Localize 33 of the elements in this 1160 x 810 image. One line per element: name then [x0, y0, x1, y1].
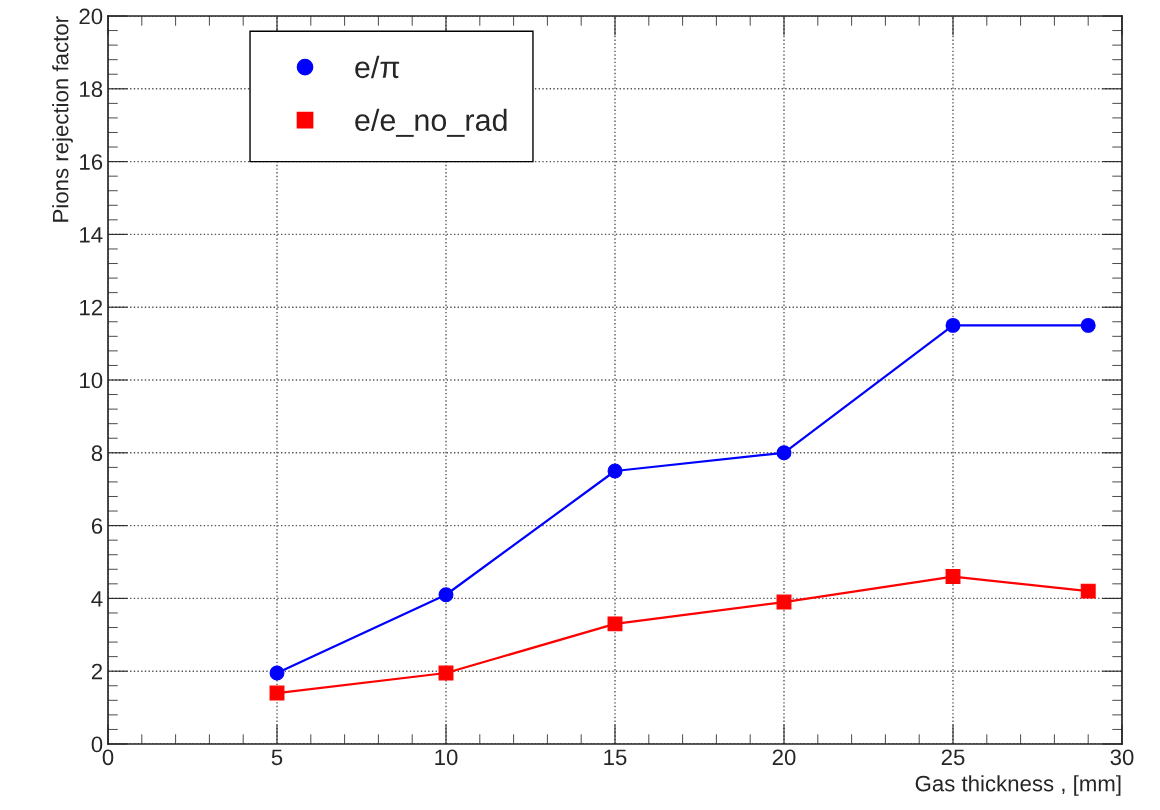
y-tick-label: 20	[79, 8, 103, 25]
x-tick-label: 20	[772, 749, 796, 766]
point	[1080, 317, 1096, 333]
y-tick-label: 16	[80, 154, 103, 170]
point	[438, 587, 454, 603]
legend-label: e/π	[355, 55, 400, 79]
y-tick-label: 12	[80, 299, 103, 316]
y-tick-label: 8	[91, 445, 103, 462]
x-tick-label: 30	[1110, 749, 1134, 766]
point	[269, 665, 285, 681]
y-tick-label: 4	[91, 591, 103, 607]
y-tick-label: 0	[91, 736, 103, 753]
x-tick-label: 5	[271, 749, 283, 766]
y-tick-label: 10	[80, 372, 103, 389]
y-axis-title: Pions rejection factor	[52, 16, 73, 222]
x-tick-label: 10	[435, 749, 458, 766]
y-tick-label: 18	[80, 81, 103, 98]
point	[945, 569, 961, 585]
y-tick-label: 6	[91, 518, 103, 534]
x-tick-label: 0	[102, 749, 114, 766]
point	[269, 685, 285, 701]
point	[945, 317, 961, 333]
y-tick-label: 2	[91, 663, 103, 680]
legend-label: e/e_no_rad	[355, 108, 507, 137]
x-tick-label: 25	[941, 749, 965, 766]
x-axis-title: Gas thickness , [mm]	[915, 775, 1121, 796]
point	[1080, 583, 1096, 599]
point	[607, 616, 623, 632]
x-tick-label: 15	[604, 749, 627, 766]
point	[607, 463, 623, 479]
point	[776, 594, 792, 610]
y-tick-label: 14	[80, 227, 103, 243]
point	[776, 445, 792, 461]
